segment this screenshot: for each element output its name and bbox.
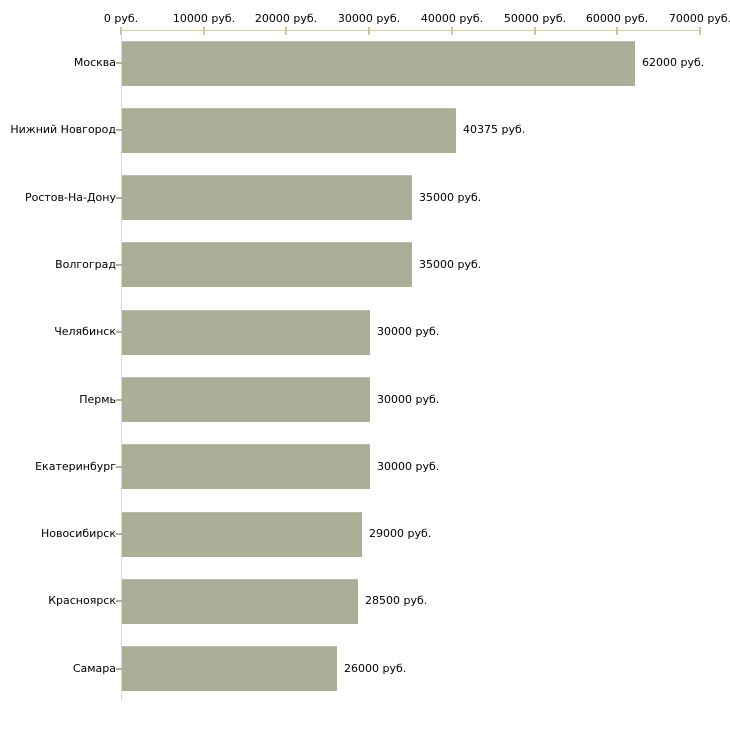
value-label: 29000 руб. [369,527,432,540]
category-tick [116,264,122,266]
category-tick [116,600,122,602]
x-axis-tick-label: 60000 руб. [585,12,649,25]
category-tick [116,668,122,670]
x-axis-tick [616,27,618,35]
category-tick [116,197,122,199]
bar [122,41,635,86]
value-label: 30000 руб. [377,393,440,406]
x-axis-tick [368,27,370,35]
category-label: Челябинск [54,325,116,338]
x-axis-tick-label: 0 руб. [103,12,139,25]
x-axis-tick [285,27,287,35]
category-tick [116,399,122,401]
value-label: 26000 руб. [344,662,407,675]
bar [122,175,412,220]
bar [122,579,358,624]
bar [122,310,370,355]
x-axis-tick [699,27,701,35]
category-label: Волгоград [55,258,116,271]
category-label: Самара [72,662,116,675]
x-axis-tick-label: 10000 руб. [172,12,236,25]
category-label: Нижний Новгород [10,123,116,136]
y-axis-line [121,30,122,700]
value-label: 35000 руб. [419,191,482,204]
category-label: Ростов-На-Дону [24,191,116,204]
x-axis-tick-label: 40000 руб. [420,12,484,25]
x-axis-tick-label: 50000 руб. [503,12,567,25]
bar [122,444,370,489]
category-tick [116,129,122,131]
x-axis-tick [203,27,205,35]
bar [122,512,362,557]
x-axis-line [121,30,701,31]
value-label: 40375 руб. [463,123,526,136]
bar [122,646,337,691]
bar [122,108,456,153]
bar [122,377,370,422]
x-axis-tick [451,27,453,35]
category-tick [116,533,122,535]
x-axis-tick-label: 70000 руб. [668,12,730,25]
value-label: 35000 руб. [419,258,482,271]
x-axis-tick-label: 20000 руб. [254,12,318,25]
value-label: 30000 руб. [377,325,440,338]
category-label: Новосибирск [40,527,116,540]
value-label: 30000 руб. [377,460,440,473]
value-label: 28500 руб. [365,594,428,607]
x-axis-tick-label: 30000 руб. [337,12,401,25]
bar [122,242,412,287]
category-tick [116,466,122,468]
category-label: Пермь [79,393,116,406]
value-label: 62000 руб. [642,56,705,69]
category-tick [116,62,122,64]
category-tick [116,331,122,333]
x-axis-tick [534,27,536,35]
category-label: Красноярск [48,594,116,607]
category-label: Екатеринбург [35,460,116,473]
category-label: Москва [73,56,116,69]
x-axis-tick [120,27,122,35]
